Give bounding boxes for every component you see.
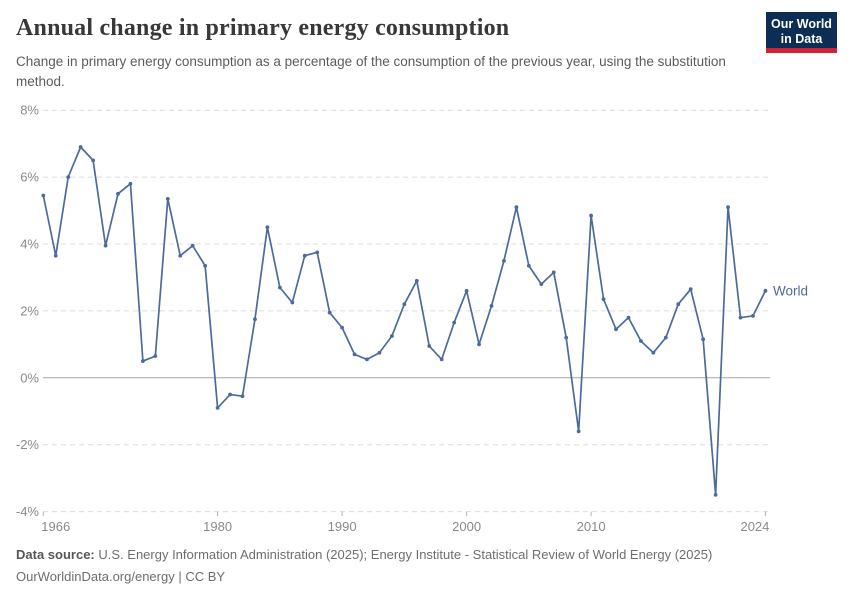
chart-subtitle: Change in primary energy consumption as … [16, 54, 726, 89]
data-point[interactable] [539, 282, 544, 287]
data-point[interactable] [165, 196, 170, 201]
data-point[interactable] [402, 302, 407, 307]
data-point[interactable] [626, 315, 631, 320]
x-tick-label: 2010 [577, 519, 606, 534]
data-point[interactable] [726, 205, 730, 210]
footer-separator: | [174, 569, 186, 584]
y-tick-label: 0% [20, 370, 39, 385]
data-point[interactable] [551, 270, 556, 275]
data-point[interactable] [215, 406, 220, 410]
x-tick-label: 1966 [41, 519, 70, 534]
data-point[interactable] [688, 287, 693, 292]
data-point[interactable] [128, 181, 133, 186]
data-point[interactable] [452, 320, 457, 325]
data-point[interactable] [701, 337, 706, 342]
world-line[interactable] [42, 146, 767, 496]
x-tick-label: 2000 [452, 519, 481, 534]
y-tick-label: 8% [20, 103, 39, 118]
data-point[interactable] [91, 158, 95, 163]
data-point[interactable] [41, 193, 46, 198]
owid-logo-line1: Our World [771, 17, 832, 31]
data-point[interactable] [377, 350, 382, 355]
data-point[interactable] [290, 300, 295, 305]
data-point[interactable] [116, 191, 120, 196]
data-point[interactable] [576, 429, 581, 434]
data-point[interactable] [203, 263, 208, 268]
data-point[interactable] [589, 213, 593, 218]
data-point[interactable] [352, 352, 357, 357]
y-tick-label: -4% [16, 504, 40, 519]
chart-footer: Data source: U.S. Energy Information Adm… [16, 544, 712, 588]
data-point[interactable] [414, 278, 419, 283]
owid-logo[interactable]: Our World in Data [766, 12, 837, 53]
data-point[interactable] [340, 325, 344, 330]
data-point[interactable] [738, 315, 743, 320]
owid-url-link[interactable]: OurWorldinData.org/energy [16, 569, 175, 584]
data-point[interactable] [439, 357, 444, 362]
data-point[interactable] [464, 288, 469, 293]
data-point[interactable] [302, 253, 307, 258]
data-source-label: Data source: [16, 547, 95, 562]
data-point[interactable] [601, 297, 606, 302]
data-point[interactable] [390, 334, 394, 338]
data-point[interactable] [489, 303, 494, 308]
data-point[interactable] [427, 344, 432, 348]
data-point[interactable] [103, 243, 108, 248]
y-tick-label: 4% [20, 237, 39, 252]
data-point[interactable] [78, 145, 83, 149]
data-point[interactable] [141, 359, 145, 363]
data-point[interactable] [763, 288, 768, 293]
data-point[interactable] [253, 317, 257, 322]
data-point[interactable] [564, 335, 569, 340]
owid-logo-line2: in Data [780, 32, 823, 46]
data-point[interactable] [676, 302, 681, 307]
data-point[interactable] [277, 285, 282, 290]
data-point[interactable] [178, 253, 183, 258]
data-point[interactable] [663, 335, 668, 340]
data-point[interactable] [265, 225, 270, 230]
data-point[interactable] [526, 263, 531, 268]
data-point[interactable] [315, 250, 320, 255]
data-point[interactable] [614, 327, 618, 332]
x-tick-label: 1980 [203, 519, 232, 534]
license-line: OurWorldinData.org/energy | CC BY [16, 566, 712, 588]
data-point[interactable] [327, 310, 332, 315]
data-point[interactable] [190, 243, 195, 248]
data-point[interactable] [639, 339, 643, 343]
y-tick-label: 2% [20, 303, 39, 318]
y-tick-label: -2% [16, 437, 40, 452]
data-point[interactable] [713, 492, 718, 497]
data-source-text: U.S. Energy Information Administration (… [98, 547, 713, 562]
x-tick-label: 2024 [740, 519, 769, 534]
data-point[interactable] [66, 175, 71, 180]
data-point[interactable] [53, 253, 58, 258]
page-title: Annual change in primary energy consumpt… [16, 15, 510, 41]
data-point[interactable] [514, 205, 519, 210]
series-label-world: World [773, 283, 808, 298]
data-point[interactable] [153, 354, 158, 358]
data-point[interactable] [228, 392, 232, 397]
data-source-line: Data source: U.S. Energy Information Adm… [16, 544, 712, 566]
data-point[interactable] [751, 314, 755, 318]
license-label: CC BY [185, 569, 226, 584]
data-point[interactable] [502, 258, 506, 263]
y-tick-label: 6% [20, 170, 39, 185]
data-point[interactable] [365, 357, 369, 362]
data-point[interactable] [477, 342, 481, 347]
x-tick-label: 1990 [328, 519, 357, 534]
data-point[interactable] [651, 350, 656, 355]
data-point[interactable] [240, 394, 245, 399]
